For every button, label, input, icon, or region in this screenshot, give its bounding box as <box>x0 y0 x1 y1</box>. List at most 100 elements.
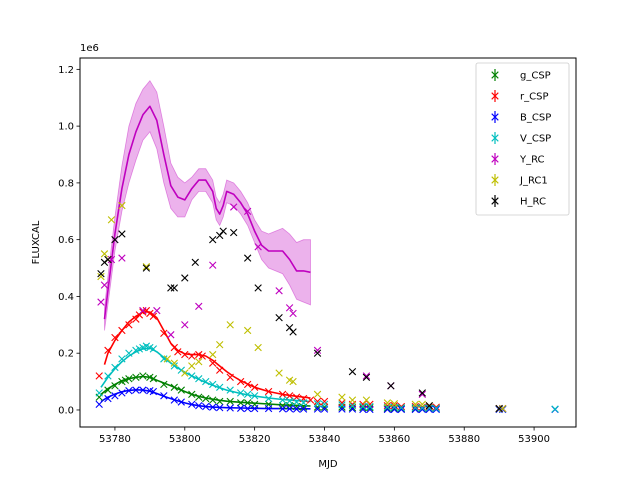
data-point <box>495 404 503 413</box>
data-point <box>216 383 224 391</box>
data-point <box>418 390 426 399</box>
data-point <box>236 389 245 397</box>
data-point <box>139 372 147 380</box>
data-point <box>397 402 406 411</box>
data-point <box>125 349 133 357</box>
data-point <box>181 369 189 377</box>
data-point <box>107 216 116 224</box>
data-point <box>170 383 178 391</box>
data-point <box>226 397 234 406</box>
data-point <box>167 284 175 292</box>
data-point <box>118 230 126 238</box>
data-point <box>216 340 224 349</box>
data-point <box>97 298 105 306</box>
data-point <box>216 404 224 412</box>
legend-label: Y_RC <box>519 155 545 166</box>
data-point <box>125 375 133 383</box>
legend-entry: H_RC <box>491 195 546 208</box>
data-point <box>264 404 273 413</box>
data-point <box>425 404 433 412</box>
legend-label: B_CSP <box>520 113 551 124</box>
data-point <box>387 382 395 390</box>
data-point <box>299 405 308 413</box>
data-point <box>149 312 158 320</box>
data-point <box>209 261 217 269</box>
plot-area <box>95 80 559 414</box>
legend-box <box>475 62 570 216</box>
legend-entry: r_CSP <box>491 90 548 103</box>
data-point <box>181 321 189 329</box>
data-point <box>104 394 112 403</box>
data-point <box>425 402 433 410</box>
data-point <box>432 404 440 412</box>
data-point <box>275 314 283 322</box>
data-point <box>411 400 420 408</box>
data-point <box>285 405 294 413</box>
data-point <box>362 396 371 404</box>
data-point <box>174 348 182 356</box>
data-point <box>191 258 199 267</box>
data-point <box>139 386 147 394</box>
data-point <box>104 372 112 380</box>
data-point <box>209 403 217 411</box>
x-tick-label: 53900 <box>518 434 550 445</box>
y-axis: 0.0 0.2 0.4 0.6 0.8 1.0 1.2 <box>58 65 80 416</box>
data-point <box>292 398 301 406</box>
data-point <box>362 373 371 382</box>
data-point <box>366 404 374 412</box>
data-point <box>313 390 322 399</box>
data-point <box>313 405 322 413</box>
data-point <box>313 346 322 355</box>
data-point <box>195 375 203 383</box>
data-point <box>236 399 245 407</box>
data-point <box>188 352 196 360</box>
data-point <box>243 399 252 407</box>
data-point <box>236 377 245 386</box>
y-offset-text: 1e6 <box>80 43 99 54</box>
legend-label: J_RC1 <box>519 176 548 187</box>
confidence-band <box>104 80 311 331</box>
data-point <box>226 321 234 329</box>
data-point <box>177 398 185 406</box>
data-point <box>397 404 406 413</box>
data-point <box>202 394 210 403</box>
series-r_CSP <box>95 306 507 413</box>
legend-entry: g_CSP <box>491 69 551 82</box>
axes-frame <box>79 57 577 428</box>
data-point <box>118 326 126 335</box>
data-point <box>195 402 203 410</box>
data-point <box>118 355 126 363</box>
legend-entry: Y_RC <box>491 153 545 166</box>
data-point <box>139 306 147 315</box>
data-point <box>177 386 185 394</box>
data-point <box>551 405 559 413</box>
fit-line <box>103 311 311 399</box>
data-point <box>264 387 273 396</box>
data-point <box>160 380 168 389</box>
data-point <box>149 387 158 396</box>
y-tick-label: 1.0 <box>58 122 74 133</box>
data-point <box>397 404 406 412</box>
data-point <box>118 389 126 397</box>
data-point <box>348 396 357 404</box>
data-point <box>292 405 301 413</box>
data-point <box>278 390 287 399</box>
data-point <box>170 284 178 292</box>
data-point <box>289 328 297 336</box>
data-point <box>132 373 140 382</box>
fit-line <box>103 105 311 320</box>
data-point <box>432 405 440 414</box>
data-point <box>111 392 119 400</box>
data-point <box>209 359 217 367</box>
data-point <box>306 396 315 404</box>
data-point <box>397 405 406 414</box>
x-tick-label: 53780 <box>99 434 131 445</box>
data-point <box>313 397 322 406</box>
legend-entry: B_CSP <box>491 111 551 124</box>
data-point <box>236 404 245 412</box>
x-tick-label: 53880 <box>448 434 480 445</box>
data-point <box>125 321 133 329</box>
data-point <box>411 404 420 412</box>
data-point <box>275 369 283 377</box>
